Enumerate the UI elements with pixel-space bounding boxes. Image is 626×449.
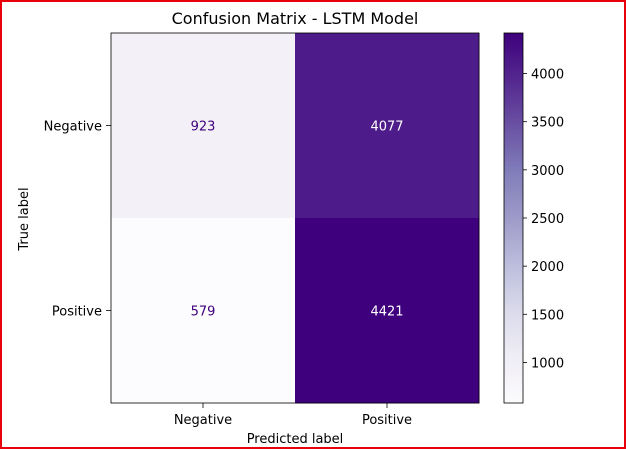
colorbar-tick-label: 2500 [531, 212, 564, 227]
x-tick-label: Positive [362, 413, 412, 428]
heatmap-cells [111, 33, 480, 404]
heatmap-cell [295, 218, 480, 404]
cell-labels: 923 4077 579 4421 [191, 120, 404, 320]
cell-value-label: 4421 [370, 305, 403, 320]
colorbar [503, 32, 524, 404]
colorbar-tick-label: 2000 [531, 260, 564, 275]
colorbar-tick-label: 4000 [531, 68, 564, 83]
y-tick-label: Negative [44, 120, 102, 135]
x-axis-ticks: Negative Positive [174, 403, 412, 428]
colorbar-tick-label: 1500 [531, 308, 564, 323]
y-axis-ticks: Negative Positive [44, 120, 111, 320]
y-axis-label: True label [17, 187, 32, 251]
cell-value-label: 4077 [370, 120, 403, 135]
plot-frame [110, 32, 480, 404]
colorbar-tick-label: 1000 [531, 356, 564, 371]
x-tick-label: Negative [174, 413, 232, 428]
cell-value-label: 923 [191, 120, 216, 135]
heatmap-cell [111, 218, 296, 404]
cell-value-label: 579 [191, 305, 216, 320]
colorbar-ticks: 1000 1500 2000 2500 3000 3500 4000 [523, 68, 564, 371]
colorbar-tick-label: 3000 [531, 164, 564, 179]
heatmap-cell [295, 33, 480, 219]
x-axis-label: Predicted label [247, 432, 344, 447]
colorbar-tick-label: 3500 [531, 116, 564, 131]
heatmap-cell [111, 33, 296, 219]
chart-title: Confusion Matrix - LSTM Model [172, 9, 419, 28]
y-tick-label: Positive [52, 305, 102, 320]
